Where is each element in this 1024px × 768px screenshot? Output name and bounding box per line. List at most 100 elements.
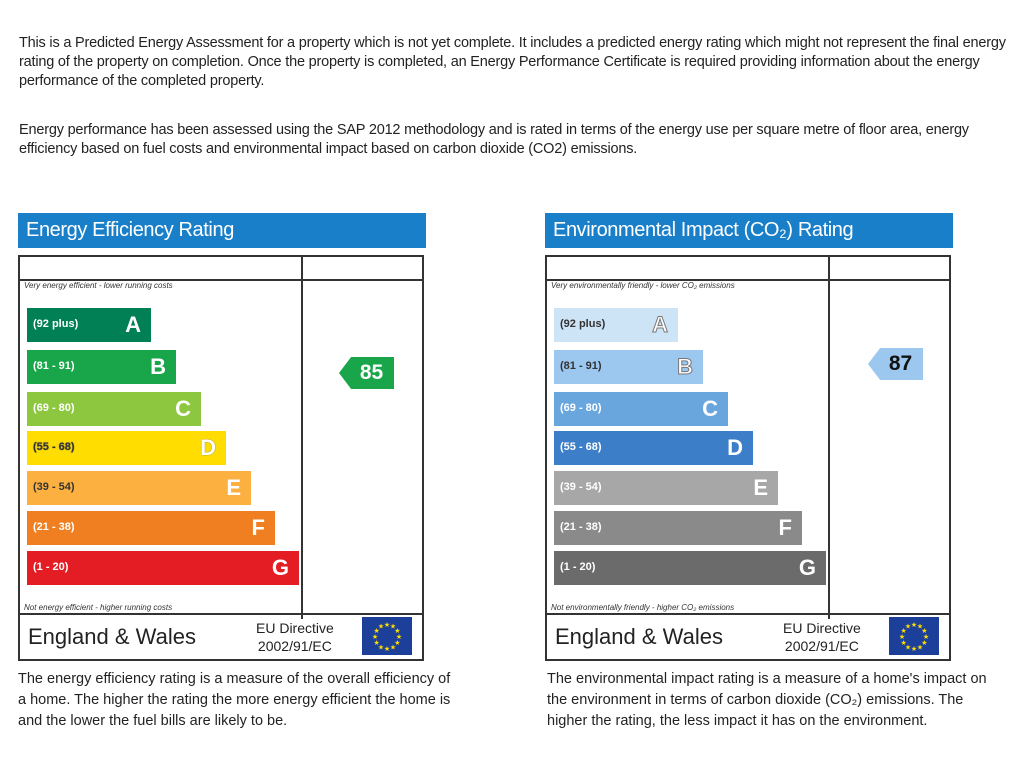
band-letter: B xyxy=(150,354,166,379)
band-range: (39 - 54) xyxy=(33,481,75,493)
current-rating-arrow: 85 xyxy=(339,357,394,389)
band-range: (92 plus) xyxy=(560,318,606,330)
band-e: (39 - 54) E xyxy=(554,471,778,505)
intro-paragraph-2: Energy performance has been assessed usi… xyxy=(19,122,969,157)
band-range: (55 - 68) xyxy=(33,441,75,453)
band-letter: D xyxy=(200,435,216,460)
band-letter: C xyxy=(175,396,191,421)
band-g: (1 - 20) G xyxy=(554,551,826,585)
band-letter: A xyxy=(125,312,141,337)
band-range: (81 - 91) xyxy=(560,360,602,372)
band-e: (39 - 54) E xyxy=(27,471,251,505)
band-letter: B xyxy=(677,354,694,380)
rating-chart: Very energy efficient - lower running co… xyxy=(18,255,424,661)
band-letter: E xyxy=(226,475,241,500)
svg-text:★: ★ xyxy=(394,627,400,635)
svg-text:★: ★ xyxy=(917,623,923,631)
footer-row: England & Wales EU Directive 2002/91/EC ★… xyxy=(547,613,949,659)
top-note: Very energy efficient - lower running co… xyxy=(24,281,173,290)
header-row xyxy=(20,257,422,281)
intro-paragraph-1: This is a Predicted Energy Assessment fo… xyxy=(19,35,1006,89)
svg-text:★: ★ xyxy=(373,627,379,635)
panel-title: Environmental Impact (CO₂) Rating xyxy=(545,213,953,248)
band-b: (81 - 91) B xyxy=(27,350,176,384)
directive-line-2: 2002/91/EC xyxy=(257,638,332,654)
svg-text:★: ★ xyxy=(394,639,400,647)
band-letter: F xyxy=(251,515,265,540)
column-divider xyxy=(301,257,303,619)
svg-text:★: ★ xyxy=(899,633,905,641)
band-letter: A xyxy=(652,312,669,338)
svg-text:★: ★ xyxy=(917,643,923,651)
column-divider xyxy=(828,257,830,619)
svg-text:★: ★ xyxy=(384,645,390,653)
band-letter: C xyxy=(702,396,718,421)
eu-directive: EU Directive 2002/91/EC xyxy=(256,619,334,655)
band-a: (92 plus) A xyxy=(27,308,151,342)
rating-description: The environmental impact rating is a mea… xyxy=(547,671,987,729)
band-range: (69 - 80) xyxy=(560,402,602,414)
top-note: Very environmentally friendly - lower CO… xyxy=(551,281,735,290)
directive-line-1: EU Directive xyxy=(783,620,861,636)
band-b: (81 - 91) B xyxy=(554,350,703,384)
svg-text:★: ★ xyxy=(923,633,929,641)
svg-text:★: ★ xyxy=(900,627,906,635)
environmental-impact-panel: Environmental Impact (CO₂) Rating Very e… xyxy=(545,213,987,729)
band-c: (69 - 80) C xyxy=(554,392,728,426)
svg-text:★: ★ xyxy=(373,639,379,647)
footer-row: England & Wales EU Directive 2002/91/EC ★… xyxy=(20,613,422,659)
band-range: (21 - 38) xyxy=(560,521,602,533)
region-label: England & Wales xyxy=(555,624,723,649)
panel-title: Energy Efficiency Rating xyxy=(18,213,426,248)
svg-text:★: ★ xyxy=(390,643,396,651)
band-letter: D xyxy=(727,435,743,460)
band-range: (1 - 20) xyxy=(560,561,596,573)
svg-text:★: ★ xyxy=(921,627,927,635)
current-rating-value: 87 xyxy=(888,352,913,375)
svg-text:★: ★ xyxy=(905,643,911,651)
band-g: (1 - 20) G xyxy=(27,551,299,585)
svg-text:★: ★ xyxy=(911,645,917,653)
band-d: (55 - 68) D xyxy=(27,431,226,465)
svg-text:★: ★ xyxy=(911,621,917,629)
rating-description: The energy efficiency rating is a measur… xyxy=(18,671,451,729)
svg-text:★: ★ xyxy=(921,639,927,647)
band-range: (55 - 68) xyxy=(560,441,602,453)
band-range: (39 - 54) xyxy=(560,481,602,493)
svg-text:★: ★ xyxy=(396,633,402,641)
band-a: (92 plus) A xyxy=(554,308,678,342)
current-rating-value: 85 xyxy=(359,361,384,384)
eu-directive: EU Directive 2002/91/EC xyxy=(783,619,861,655)
eu-flag-icon: ★ ★ ★ ★ ★ ★ ★ ★ ★ ★ ★ ★ xyxy=(889,617,939,655)
svg-text:★: ★ xyxy=(378,623,384,631)
directive-line-2: 2002/91/EC xyxy=(784,638,859,654)
band-range: (81 - 91) xyxy=(33,360,75,372)
svg-text:★: ★ xyxy=(372,633,378,641)
band-range: (21 - 38) xyxy=(33,521,75,533)
bottom-note: Not environmentally friendly - higher CO… xyxy=(551,603,735,612)
rating-chart: Very environmentally friendly - lower CO… xyxy=(545,255,951,661)
band-letter: G xyxy=(271,555,289,580)
band-range: (69 - 80) xyxy=(33,402,75,414)
band-range: (92 plus) xyxy=(33,318,79,330)
region-label: England & Wales xyxy=(28,624,196,649)
current-rating-arrow: 87 xyxy=(868,348,923,380)
eu-flag-icon: ★ ★ ★ ★ ★ ★ ★ ★ ★ ★ ★ ★ xyxy=(362,617,412,655)
band-c: (69 - 80) C xyxy=(27,392,201,426)
header-row xyxy=(547,257,949,281)
svg-text:★: ★ xyxy=(905,623,911,631)
band-f: (21 - 38) F xyxy=(27,511,275,545)
svg-text:★: ★ xyxy=(384,621,390,629)
svg-text:★: ★ xyxy=(390,623,396,631)
band-letter: F xyxy=(778,515,792,540)
band-d: (55 - 68) D xyxy=(554,431,753,465)
band-range: (1 - 20) xyxy=(33,561,69,573)
band-letter: G xyxy=(798,555,816,580)
svg-text:★: ★ xyxy=(378,643,384,651)
directive-line-1: EU Directive xyxy=(256,620,334,636)
bottom-note: Not energy efficient - higher running co… xyxy=(24,603,173,612)
band-letter: E xyxy=(753,475,768,500)
energy-efficiency-panel: Energy Efficiency Rating Very energy eff… xyxy=(18,213,450,729)
svg-text:★: ★ xyxy=(900,639,906,647)
band-f: (21 - 38) F xyxy=(554,511,802,545)
